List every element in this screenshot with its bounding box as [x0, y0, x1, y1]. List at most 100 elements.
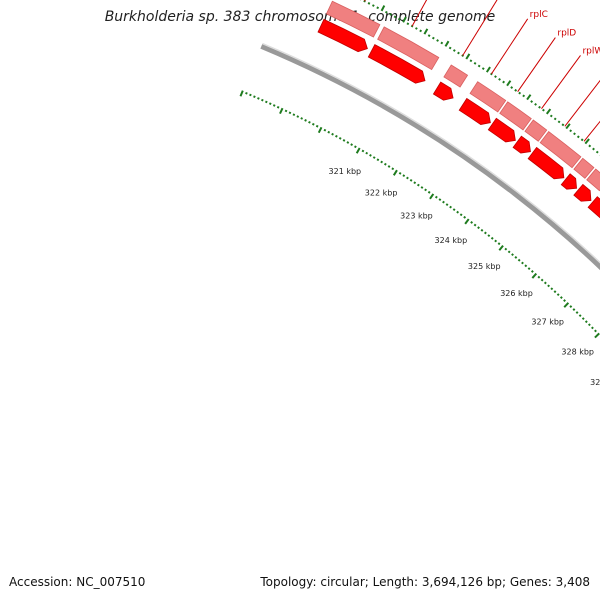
outer-tick: [380, 5, 386, 12]
inner-tick: [355, 147, 361, 154]
outer-tick: [376, 6, 380, 10]
topology-text: Topology: circular; Length: 3,694,126 bp…: [260, 575, 590, 589]
gene-labels: fusAtufrpsJrplCrplDrplWrplBrpsSrplVrpsCr…: [364, 0, 600, 142]
inner-tick: [456, 210, 460, 214]
outer-tick: [419, 29, 423, 33]
cds-arrow: [587, 196, 600, 219]
cds-arrow: [560, 173, 578, 190]
outer-tick: [481, 67, 485, 71]
gene-block: [469, 81, 507, 113]
outer-tick: [448, 46, 452, 50]
inner-tick: [524, 264, 528, 268]
inner-tick: [245, 91, 248, 95]
inner-tick: [392, 169, 398, 176]
inner-tick: [331, 132, 334, 136]
inner-tick: [420, 186, 424, 189]
inner-tick: [498, 245, 504, 251]
inner-tick: [459, 213, 463, 217]
outer-tick: [469, 59, 473, 63]
inner-tick: [550, 287, 554, 291]
inner-tick: [350, 143, 353, 146]
outer-tick: [485, 66, 491, 73]
inner-tick: [442, 200, 445, 204]
inner-tick: [409, 178, 413, 182]
kbp-label: 328 kbp: [561, 347, 594, 356]
inner-tick: [563, 299, 566, 302]
outer-tick: [498, 77, 501, 81]
outer-tick-marks: [359, 0, 600, 156]
inner-tick: [304, 119, 307, 122]
inner-tick: [521, 261, 524, 265]
outer-tick: [538, 105, 541, 109]
inner-tick: [480, 228, 484, 232]
inner-tick: [413, 181, 417, 185]
inner-tick: [406, 176, 409, 180]
cds-arrow: [317, 18, 368, 53]
gene-block: [586, 168, 600, 192]
outer-tick: [473, 61, 477, 65]
inner-tick: [463, 215, 467, 219]
inner-tick: [434, 195, 438, 199]
label-leader-line: [364, 0, 366, 2]
gene-block: [325, 0, 381, 38]
gene-track: [325, 0, 600, 192]
label-leader-line: [517, 37, 556, 92]
outer-tick: [427, 34, 431, 38]
map-layer: fusAtufrpsJrplCrplDrplWrplBrpsSrplVrpsCr…: [239, 0, 600, 387]
cds-arrow: [458, 97, 491, 125]
inner-tick: [416, 183, 420, 187]
outer-tick: [431, 36, 435, 40]
inner-tick: [531, 272, 538, 279]
inner-tick: [578, 314, 582, 318]
inner-tick: [445, 203, 449, 207]
outer-tick: [440, 41, 444, 45]
gene-block: [524, 119, 548, 142]
inner-tick: [449, 205, 452, 209]
inner-tick: [537, 275, 541, 279]
inner-tick: [594, 329, 597, 333]
inner-tick: [288, 111, 292, 115]
inner-tick: [315, 124, 319, 128]
outer-tick: [549, 114, 553, 118]
label-leader-line: [541, 55, 581, 110]
inner-tick: [292, 113, 296, 117]
cds-arrow: [573, 183, 592, 202]
outer-tick: [588, 144, 592, 148]
inner-tick: [372, 156, 376, 159]
inner-tick: [376, 158, 380, 162]
outer-tick: [436, 39, 439, 42]
inner-tick: [572, 308, 576, 311]
inner-tick: [369, 153, 372, 157]
inner-tick: [527, 267, 531, 271]
inner-tick: [268, 102, 272, 106]
outer-tick: [444, 40, 450, 47]
inner-tick: [553, 290, 557, 294]
inner-tick: [429, 193, 435, 200]
outer-tick: [502, 80, 505, 84]
inner-tick: [398, 171, 402, 175]
inner-tick: [284, 109, 288, 113]
cds-arrow: [527, 146, 565, 180]
gene-block: [573, 157, 595, 179]
inner-tick: [504, 247, 508, 251]
kbp-label: 329 kbp: [590, 378, 600, 387]
outer-tick: [506, 80, 512, 87]
inner-tick: [239, 90, 244, 97]
inner-tick: [346, 141, 350, 144]
outer-tick: [415, 27, 418, 30]
gene-block: [499, 101, 532, 131]
inner-tick: [497, 242, 501, 246]
outer-tick: [553, 117, 557, 121]
inner-tick: [308, 120, 311, 124]
inner-tick: [540, 278, 544, 282]
inner-tick: [261, 98, 264, 102]
outer-tick: [576, 135, 580, 139]
label-leader-line: [491, 18, 529, 75]
inner-tick: [473, 223, 477, 227]
inner-tick: [584, 320, 588, 324]
outer-tick: [371, 4, 375, 7]
gene-block: [377, 26, 440, 71]
inner-tick: [484, 231, 487, 235]
inner-tick: [569, 305, 573, 308]
outer-tick: [518, 91, 522, 95]
